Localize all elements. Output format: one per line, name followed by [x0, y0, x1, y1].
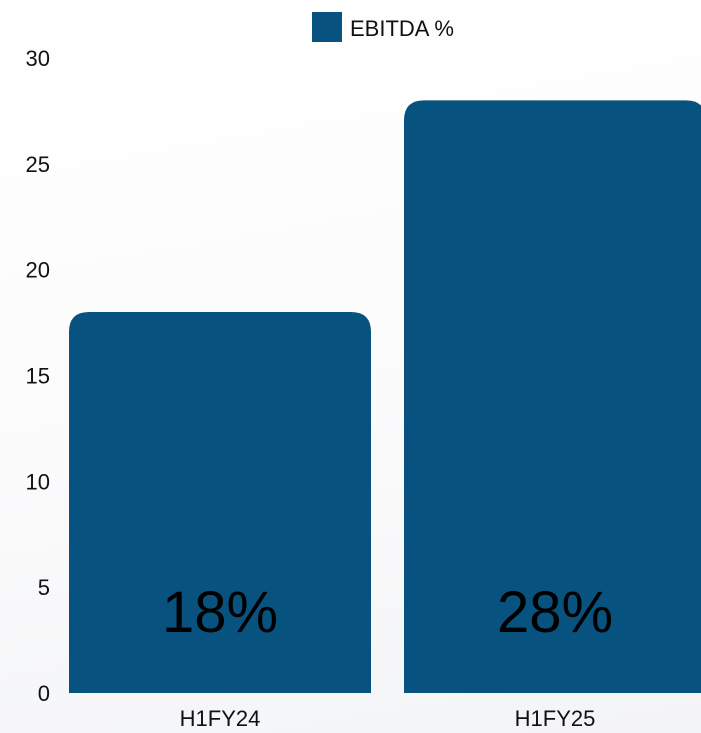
- data-label-h1fy25: 28%: [497, 580, 613, 645]
- legend: EBITDA %: [312, 12, 454, 42]
- y-tick-label: 15: [26, 364, 50, 389]
- data-labels: 18% 28%: [162, 580, 613, 645]
- bar-h1fy25: [404, 100, 701, 693]
- x-tick-label-h1fy24: H1FY24: [180, 706, 261, 731]
- bars: [69, 100, 701, 693]
- y-tick-label: 0: [38, 681, 50, 706]
- y-axis: 0 5 10 15 20 25 30: [26, 46, 50, 706]
- y-tick-label: 10: [26, 469, 50, 494]
- legend-swatch: [312, 12, 342, 42]
- y-tick-label: 30: [26, 46, 50, 71]
- y-tick-label: 25: [26, 152, 50, 177]
- legend-label-ebitda: EBITDA %: [350, 16, 454, 41]
- x-tick-label-h1fy25: H1FY25: [515, 706, 596, 731]
- bar-h1fy24: [69, 312, 371, 693]
- x-axis: H1FY24 H1FY25: [180, 706, 596, 731]
- data-label-h1fy24: 18%: [162, 580, 278, 645]
- y-tick-label: 20: [26, 258, 50, 283]
- y-tick-label: 5: [38, 575, 50, 600]
